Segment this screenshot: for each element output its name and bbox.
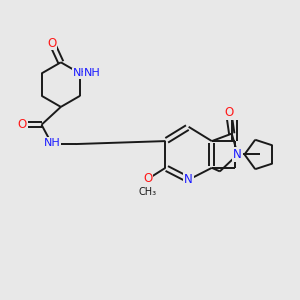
Text: O: O [47, 37, 56, 50]
Text: O: O [143, 172, 152, 185]
Text: O: O [18, 118, 27, 131]
Text: NH: NH [84, 68, 100, 79]
Text: N: N [184, 173, 193, 186]
Text: O: O [18, 118, 27, 131]
Text: O: O [224, 106, 233, 119]
Text: N: N [233, 148, 242, 161]
Text: CH₃: CH₃ [139, 187, 157, 196]
Text: NH: NH [73, 68, 90, 79]
Text: O: O [47, 37, 56, 50]
Text: NH: NH [43, 138, 60, 148]
Text: NH: NH [44, 138, 60, 148]
